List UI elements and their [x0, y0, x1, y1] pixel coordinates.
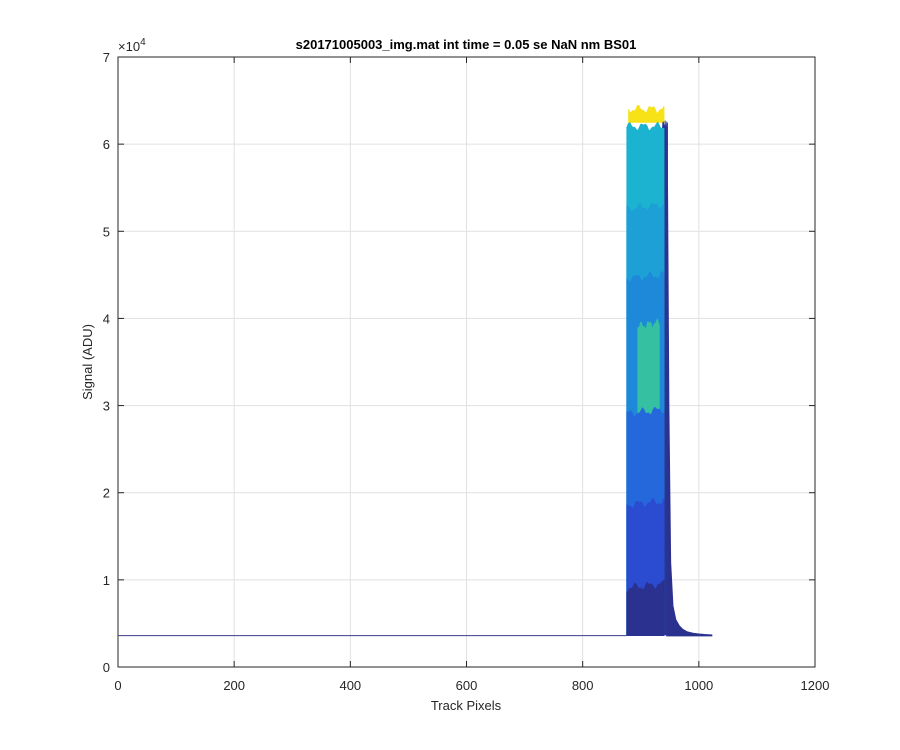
y-tick-label: 6 — [103, 137, 110, 152]
x-tick-label: 600 — [456, 678, 478, 693]
x-tick-label: 1200 — [801, 678, 830, 693]
y-exponent-label: ×104 — [118, 37, 146, 54]
y-axis-label: Signal (ADU) — [80, 324, 95, 400]
grid-lines — [118, 57, 815, 667]
y-tick-label: 7 — [103, 50, 110, 65]
y-exponent-power: 4 — [140, 37, 146, 48]
y-tick-label: 0 — [103, 660, 110, 675]
y-tick-label: 4 — [103, 311, 110, 326]
signal-series-6 — [637, 317, 660, 415]
x-tick-label: 0 — [114, 678, 121, 693]
data-series — [118, 105, 713, 637]
signal-series-1 — [628, 105, 665, 123]
x-tick-labels: 0 200 400 600 800 1000 1200 — [114, 678, 829, 693]
y-tick-labels: 0 1 2 3 4 5 6 7 — [103, 50, 110, 675]
x-tick-label: 800 — [572, 678, 594, 693]
y-tick-label: 2 — [103, 486, 110, 501]
signal-series-9 — [626, 580, 665, 636]
x-axis-label: Track Pixels — [431, 698, 502, 713]
tail-series — [666, 126, 713, 637]
axis-ticks — [117, 56, 816, 668]
x-tick-label: 200 — [223, 678, 245, 693]
y-tick-label: 5 — [103, 224, 110, 239]
y-tick-label: 3 — [103, 399, 110, 414]
x-tick-label: 1000 — [684, 678, 713, 693]
y-tick-label: 1 — [103, 573, 110, 588]
chart-title: s20171005003_img.mat int time = 0.05 se … — [296, 37, 637, 52]
x-tick-label: 400 — [339, 678, 361, 693]
